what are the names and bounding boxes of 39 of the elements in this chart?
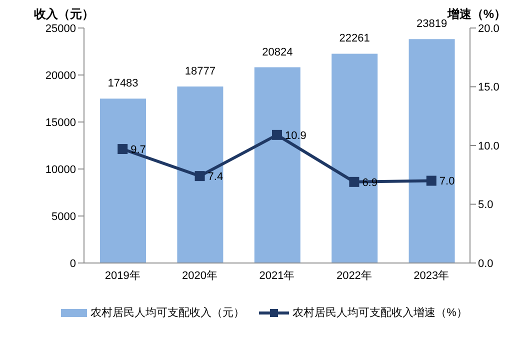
bar [332, 54, 378, 263]
y-tick-label: 5000 [52, 210, 76, 223]
y-tick-label: 10000 [45, 164, 76, 176]
y-tick-label: 0 [70, 258, 76, 270]
data-label: 9.7 [130, 144, 146, 156]
point [272, 130, 282, 140]
y2-tick-label: 10.0 [478, 140, 500, 152]
legend-label: 农村居民人均可支配收入（元） [90, 306, 245, 320]
data-label: 22261 [339, 32, 370, 45]
data-label: 23819 [416, 18, 448, 30]
data-label: 20824 [262, 46, 293, 58]
y2-tick-label: 0.0 [478, 258, 494, 270]
y2-tick-label: 5.0 [478, 199, 494, 212]
data-label: 7.4 [208, 170, 224, 183]
x-tick-label: 2022年 [336, 270, 372, 282]
bar [100, 98, 146, 263]
bar [408, 39, 455, 263]
data-label: 17483 [108, 78, 138, 90]
y-tick-label: 20000 [45, 70, 76, 82]
y-tick-label: 25000 [45, 22, 76, 35]
data-label: 6.9 [362, 176, 378, 189]
y2-tick-label: 20.0 [478, 22, 500, 35]
y-axis-title: 收入（元） [34, 6, 94, 23]
point [426, 176, 436, 186]
x-tick-label: 2023年 [414, 270, 450, 282]
data-label: 18777 [184, 65, 216, 78]
legend-label: 农村居民人均可支配收入增速（%） [292, 306, 468, 320]
data-label: 10.9 [285, 130, 306, 142]
y2-tick-label: 15.0 [478, 82, 500, 94]
y2-axis-title: 增速（%） [447, 6, 506, 23]
point [349, 176, 360, 187]
y-tick-label: 15000 [45, 116, 76, 129]
point [194, 171, 205, 182]
bar [177, 86, 224, 263]
x-tick-label: 2021年 [259, 270, 295, 282]
x-tick-label: 2019年 [104, 270, 140, 282]
point [118, 144, 128, 154]
x-tick-label: 2020年 [182, 270, 218, 282]
data-label: 7.0 [439, 176, 455, 188]
